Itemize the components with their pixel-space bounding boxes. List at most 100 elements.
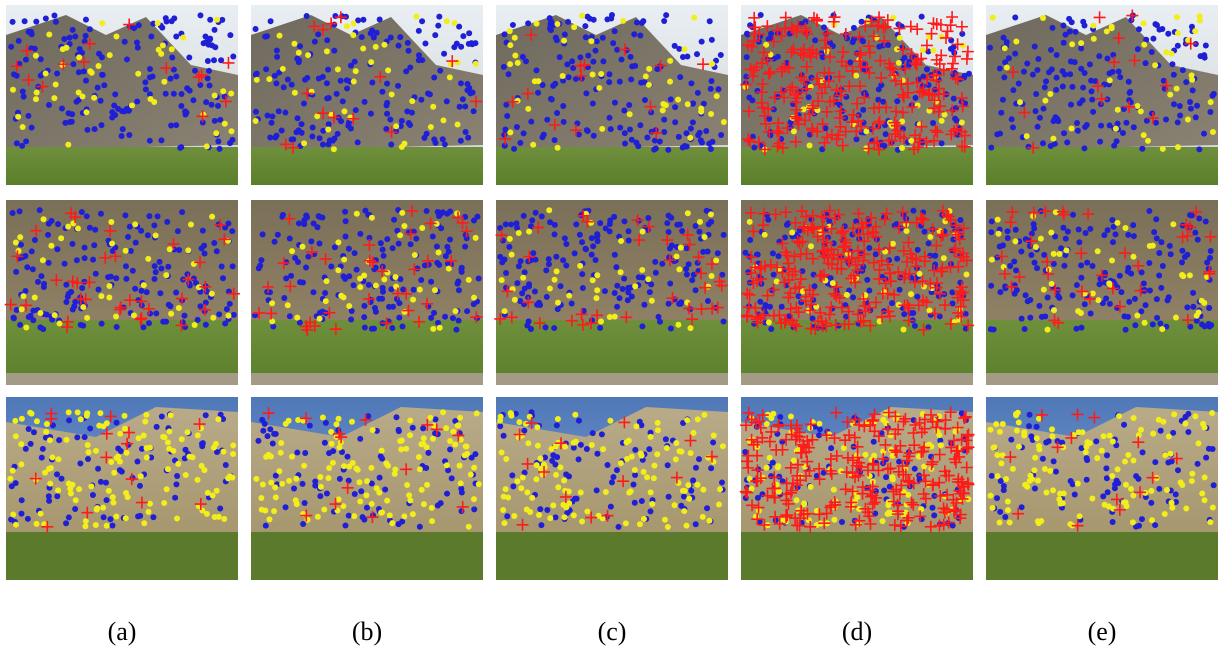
blue-feature: [171, 15, 177, 21]
yellow-feature: [91, 95, 97, 101]
blue-feature: [1152, 21, 1158, 27]
blue-feature: [14, 73, 20, 79]
yellow-feature: [890, 241, 896, 247]
blue-feature: [672, 43, 678, 49]
blue-feature: [876, 44, 882, 50]
blue-feature: [1193, 114, 1199, 120]
blue-feature: [396, 427, 402, 433]
yellow-feature: [714, 93, 720, 99]
yellow-feature: [228, 91, 234, 97]
blue-feature: [1054, 75, 1060, 81]
yellow-feature: [48, 243, 54, 249]
yellow-feature: [424, 444, 430, 450]
yellow-feature: [326, 465, 332, 471]
yellow-feature: [10, 468, 16, 474]
blue-feature: [1022, 326, 1028, 332]
yellow-feature: [1150, 431, 1156, 437]
blue-feature: [784, 222, 790, 228]
yellow-feature: [1095, 297, 1101, 303]
yellow-feature: [16, 248, 22, 254]
blue-feature: [458, 138, 464, 144]
blue-feature: [610, 40, 616, 46]
blue-feature: [1063, 236, 1069, 242]
blue-feature: [279, 128, 285, 134]
yellow-feature: [65, 142, 71, 148]
blue-feature: [274, 48, 280, 54]
yellow-feature: [283, 421, 289, 427]
blue-feature: [18, 511, 24, 517]
blue-feature: [664, 220, 670, 226]
blue-feature: [155, 213, 161, 219]
yellow-feature: [10, 511, 16, 517]
blue-feature: [29, 248, 35, 254]
blue-feature: [123, 263, 129, 269]
yellow-feature: [407, 432, 413, 438]
yellow-feature: [1004, 64, 1010, 70]
yellow-feature: [1040, 15, 1046, 21]
blue-feature: [23, 138, 29, 144]
blue-feature: [534, 302, 540, 308]
blue-feature: [994, 255, 1000, 261]
yellow-feature: [534, 21, 540, 27]
yellow-feature: [1060, 500, 1066, 506]
blue-feature: [195, 317, 201, 323]
blue-feature: [626, 237, 632, 243]
photo: [6, 397, 238, 580]
blue-feature: [55, 221, 61, 227]
blue-feature: [289, 137, 295, 143]
blue-feature: [657, 139, 663, 145]
blue-feature: [151, 276, 157, 282]
yellow-feature: [964, 272, 970, 278]
blue-feature: [689, 277, 695, 283]
yellow-feature: [697, 219, 703, 225]
yellow-feature: [279, 481, 285, 487]
blue-feature: [389, 325, 395, 331]
blue-feature: [532, 289, 538, 295]
blue-feature: [434, 243, 440, 249]
yellow-feature: [995, 217, 1001, 223]
blue-feature: [82, 255, 88, 261]
blue-feature: [137, 513, 143, 519]
yellow-feature: [995, 231, 1001, 237]
yellow-feature: [401, 513, 407, 519]
yellow-feature: [515, 98, 521, 104]
blue-feature: [1152, 459, 1158, 465]
yellow-feature: [854, 494, 860, 500]
yellow-feature: [579, 13, 585, 19]
blue-feature: [153, 269, 159, 275]
blue-feature: [440, 136, 446, 142]
blue-feature: [1093, 438, 1099, 444]
yellow-feature: [454, 210, 460, 216]
yellow-feature: [1189, 72, 1195, 78]
blue-feature: [191, 275, 197, 281]
yellow-feature: [578, 490, 584, 496]
blue-feature: [562, 235, 568, 241]
yellow-feature: [145, 509, 151, 515]
blue-feature: [310, 124, 316, 130]
yellow-feature: [113, 33, 119, 39]
blue-feature: [621, 218, 627, 224]
grass: [986, 532, 1218, 580]
blue-feature: [901, 311, 907, 317]
blue-feature: [449, 475, 455, 481]
yellow-feature: [373, 44, 379, 50]
yellow-feature: [34, 521, 40, 527]
yellow-feature: [649, 298, 655, 304]
photo: [6, 5, 238, 185]
blue-feature: [297, 43, 303, 49]
yellow-feature: [97, 410, 103, 416]
yellow-feature: [463, 443, 469, 449]
yellow-feature: [530, 142, 536, 148]
path: [986, 373, 1218, 385]
blue-feature: [361, 314, 367, 320]
yellow-feature: [34, 418, 40, 424]
blue-feature: [302, 77, 308, 83]
blue-feature: [264, 113, 270, 119]
blue-feature: [130, 475, 136, 481]
blue-feature: [140, 324, 146, 330]
blue-feature: [625, 228, 631, 234]
yellow-feature: [85, 442, 91, 448]
blue-feature: [910, 208, 916, 214]
blue-feature: [393, 414, 399, 420]
blue-feature: [85, 456, 91, 462]
